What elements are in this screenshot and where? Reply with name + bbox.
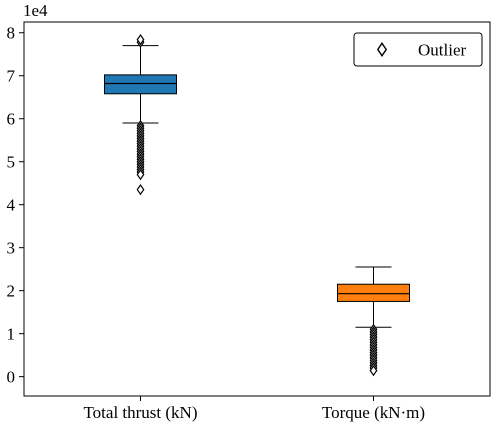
axes-frame	[23, 21, 491, 397]
y-tick-label: 2	[7, 282, 16, 301]
y-tick-label: 7	[7, 67, 16, 86]
legend: Outlier	[353, 32, 483, 67]
outlier-point	[136, 33, 145, 46]
boxes	[104, 33, 410, 377]
outlier-point	[136, 184, 145, 196]
x-tick-label: Total thrust (kN)	[83, 403, 197, 422]
legend-box	[353, 32, 483, 67]
iqr-box	[337, 283, 410, 302]
iqr-box	[104, 74, 177, 95]
y-tick-label: 6	[7, 110, 16, 129]
y-tick-label: 3	[7, 239, 16, 258]
y-tick-label: 4	[7, 196, 16, 215]
box-torque	[337, 266, 410, 377]
x-axis: Total thrust (kN) Torque (kN·m)	[83, 396, 425, 422]
y-tick-label: 5	[7, 153, 16, 172]
y-axis: 0 1 2 3 4 5 6 7 8	[7, 24, 24, 387]
x-tick-label: Torque (kN·m)	[322, 403, 425, 422]
y-scale-label: 1e4	[23, 1, 48, 20]
y-tick-label: 1	[7, 325, 16, 344]
outlier-point	[136, 168, 145, 181]
y-tick-label: 0	[7, 368, 16, 387]
legend-label: Outlier	[418, 41, 466, 60]
outlier-point	[369, 364, 378, 377]
box-total-thrust	[104, 33, 177, 196]
legend-outlier-marker	[376, 42, 388, 57]
y-tick-label: 8	[7, 24, 16, 43]
plot-area-border	[23, 21, 491, 397]
